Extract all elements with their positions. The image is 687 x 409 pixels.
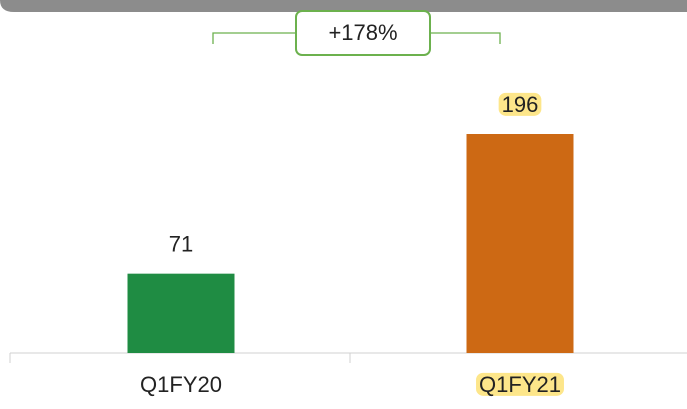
label-highlight bbox=[476, 372, 564, 396]
annotation-bracket: +178% bbox=[212, 10, 501, 56]
bar bbox=[466, 134, 574, 353]
x-tick-label: Q1FY21 bbox=[479, 372, 561, 397]
label-highlight bbox=[498, 92, 542, 116]
annotation-text: +178% bbox=[328, 20, 397, 45]
value-label: 196 bbox=[502, 92, 539, 117]
bracket-line bbox=[212, 32, 501, 44]
x-tick-label: Q1FY20 bbox=[140, 372, 222, 397]
annotation-box bbox=[295, 10, 431, 56]
value-label: 71 bbox=[169, 231, 193, 256]
top-frame bbox=[0, 0, 687, 12]
bar bbox=[127, 273, 235, 353]
